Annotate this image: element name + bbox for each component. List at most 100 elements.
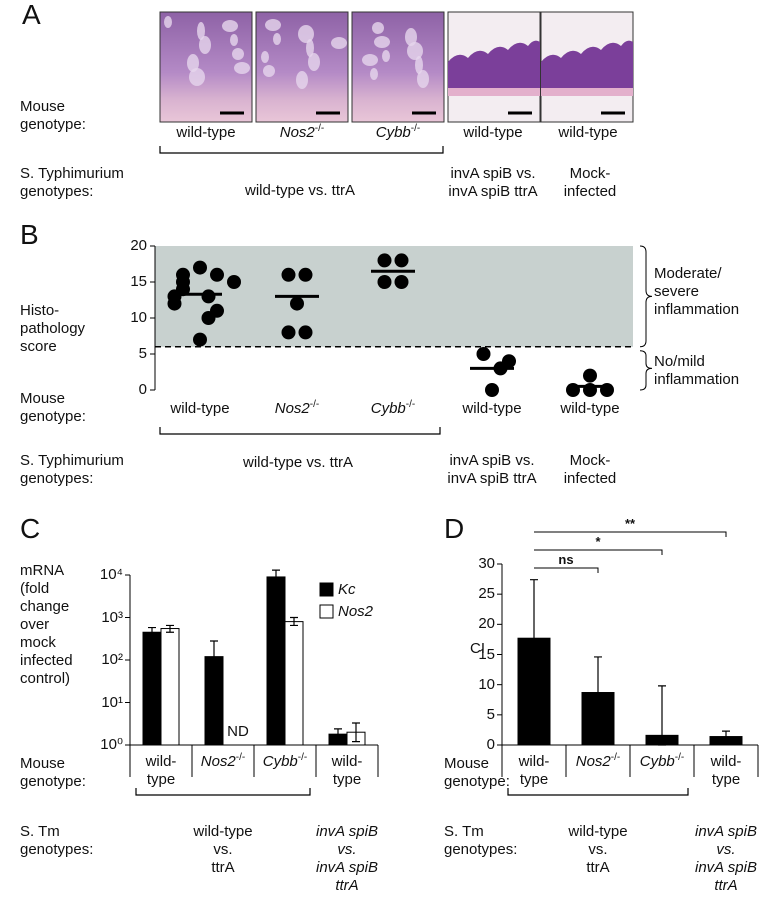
genotype-label: wild-type bbox=[139, 753, 183, 789]
crypt bbox=[298, 25, 314, 43]
strain-label: wild-type vs. ttrA bbox=[568, 823, 628, 876]
genotype-name: wild-type bbox=[170, 400, 230, 417]
data-point bbox=[298, 267, 313, 282]
genotype-label: Cybb-/- bbox=[348, 400, 438, 418]
genotype-label: wild-type bbox=[545, 400, 635, 418]
strain-label: Mock-infected bbox=[563, 452, 617, 487]
genotype-label: wild-type bbox=[543, 124, 633, 142]
crypt bbox=[372, 22, 384, 34]
row-label: Mouse genotype: bbox=[444, 755, 510, 790]
data-point bbox=[167, 296, 182, 311]
brace bbox=[639, 350, 653, 391]
genotype-label: Cybb-/- bbox=[617, 753, 707, 771]
genotype-superscript: -/- bbox=[674, 752, 685, 763]
data-point bbox=[281, 267, 296, 282]
error-bar bbox=[166, 624, 174, 633]
y-tick-label: 10⁴ bbox=[99, 566, 123, 583]
crypt bbox=[417, 70, 429, 88]
genotype-name: wild-type bbox=[558, 124, 618, 141]
data-point bbox=[394, 275, 409, 289]
genotype-label: wild-type bbox=[161, 124, 251, 142]
genotype-name: wild-type bbox=[710, 753, 742, 788]
crypt bbox=[374, 36, 390, 48]
genotype-name: Nos2 bbox=[279, 124, 315, 141]
strain-label: wild-type vs. ttrA bbox=[193, 823, 253, 876]
annotation: Moderate/ severe inflammation bbox=[654, 265, 740, 318]
y-tick-label: 5 bbox=[486, 705, 495, 723]
y-tick-label: 10³ bbox=[101, 608, 123, 626]
y-tick-label: 0 bbox=[486, 736, 495, 753]
y-axis-label: CI bbox=[470, 640, 485, 657]
genotype-name: wild-type bbox=[560, 400, 620, 417]
panel-label: A bbox=[22, 0, 41, 30]
genotype-label: Nos2-/- bbox=[257, 124, 347, 142]
genotype-label: wild-type bbox=[448, 124, 538, 142]
crypt bbox=[415, 56, 423, 74]
legend-swatch bbox=[319, 604, 334, 619]
genotype-name: Cybb bbox=[375, 124, 411, 141]
tissue-band bbox=[541, 88, 633, 96]
genotype-superscript: -/- bbox=[309, 399, 320, 410]
group-bracket bbox=[159, 146, 444, 154]
y-tick-label: 5 bbox=[138, 345, 147, 362]
row-label: Mouse genotype: bbox=[20, 390, 86, 425]
genotype-name: wild-type bbox=[176, 124, 236, 141]
genotype-label: wild-type bbox=[512, 753, 556, 789]
y-tick-label: 10 bbox=[130, 309, 147, 326]
genotype-label: Nos2-/- bbox=[252, 400, 342, 418]
bar bbox=[142, 631, 162, 746]
data-point bbox=[476, 347, 491, 361]
error-bar bbox=[594, 656, 602, 716]
significance-label: ** bbox=[624, 516, 636, 531]
crypt bbox=[306, 39, 314, 57]
error-bar bbox=[530, 579, 538, 679]
genotype-superscript: -/- bbox=[314, 123, 325, 134]
y-tick-label: 15 bbox=[478, 645, 495, 663]
genotype-label: wild-type bbox=[325, 753, 369, 789]
bar bbox=[160, 628, 180, 746]
genotype-label: Nos2-/- bbox=[178, 753, 268, 771]
group-bracket bbox=[159, 427, 441, 435]
genotype-label: Cybb-/- bbox=[353, 124, 443, 142]
crypt bbox=[187, 54, 199, 72]
genotype-name: wild-type bbox=[518, 753, 550, 788]
genotype-superscript: -/- bbox=[405, 399, 416, 410]
y-tick-label: 10¹ bbox=[101, 693, 123, 711]
strain-label: invA spiB vs. invA spiB ttrA bbox=[447, 452, 537, 487]
y-tick-label: 20 bbox=[478, 615, 495, 633]
crypt bbox=[405, 28, 417, 46]
genotype-superscript: -/- bbox=[410, 123, 421, 134]
row-label: Mouse genotype: bbox=[20, 98, 86, 133]
genotype-name: Nos2 bbox=[274, 400, 310, 417]
crypt bbox=[222, 20, 238, 32]
genotype-name: Cybb bbox=[639, 753, 675, 770]
data-point bbox=[298, 325, 313, 340]
bar bbox=[284, 621, 304, 746]
tissue-band bbox=[448, 40, 540, 88]
crypt bbox=[331, 37, 347, 49]
row-label: S. Typhimurium genotypes: bbox=[20, 452, 124, 487]
error-bar bbox=[272, 569, 280, 584]
crypt bbox=[263, 65, 275, 77]
data-point bbox=[210, 267, 224, 282]
genotype-label: wild-type bbox=[155, 400, 245, 418]
row-label: Mouse genotype: bbox=[20, 755, 86, 790]
data-point bbox=[201, 289, 216, 304]
data-point bbox=[227, 275, 241, 289]
bar bbox=[266, 576, 286, 746]
y-tick-label: 0 bbox=[138, 381, 147, 398]
tissue-band bbox=[541, 40, 633, 88]
crypt bbox=[197, 22, 205, 40]
genotype-name: wild-type bbox=[463, 124, 523, 141]
tissue-band bbox=[448, 88, 540, 96]
genotype-label: wild-type bbox=[447, 400, 537, 418]
crypt bbox=[370, 68, 378, 80]
brace bbox=[639, 245, 653, 348]
legend-swatch bbox=[319, 582, 334, 597]
genotype-superscript: -/- bbox=[235, 752, 246, 763]
data-point bbox=[281, 325, 296, 340]
genotype-name: Nos2 bbox=[200, 753, 236, 770]
data-point bbox=[377, 275, 392, 289]
